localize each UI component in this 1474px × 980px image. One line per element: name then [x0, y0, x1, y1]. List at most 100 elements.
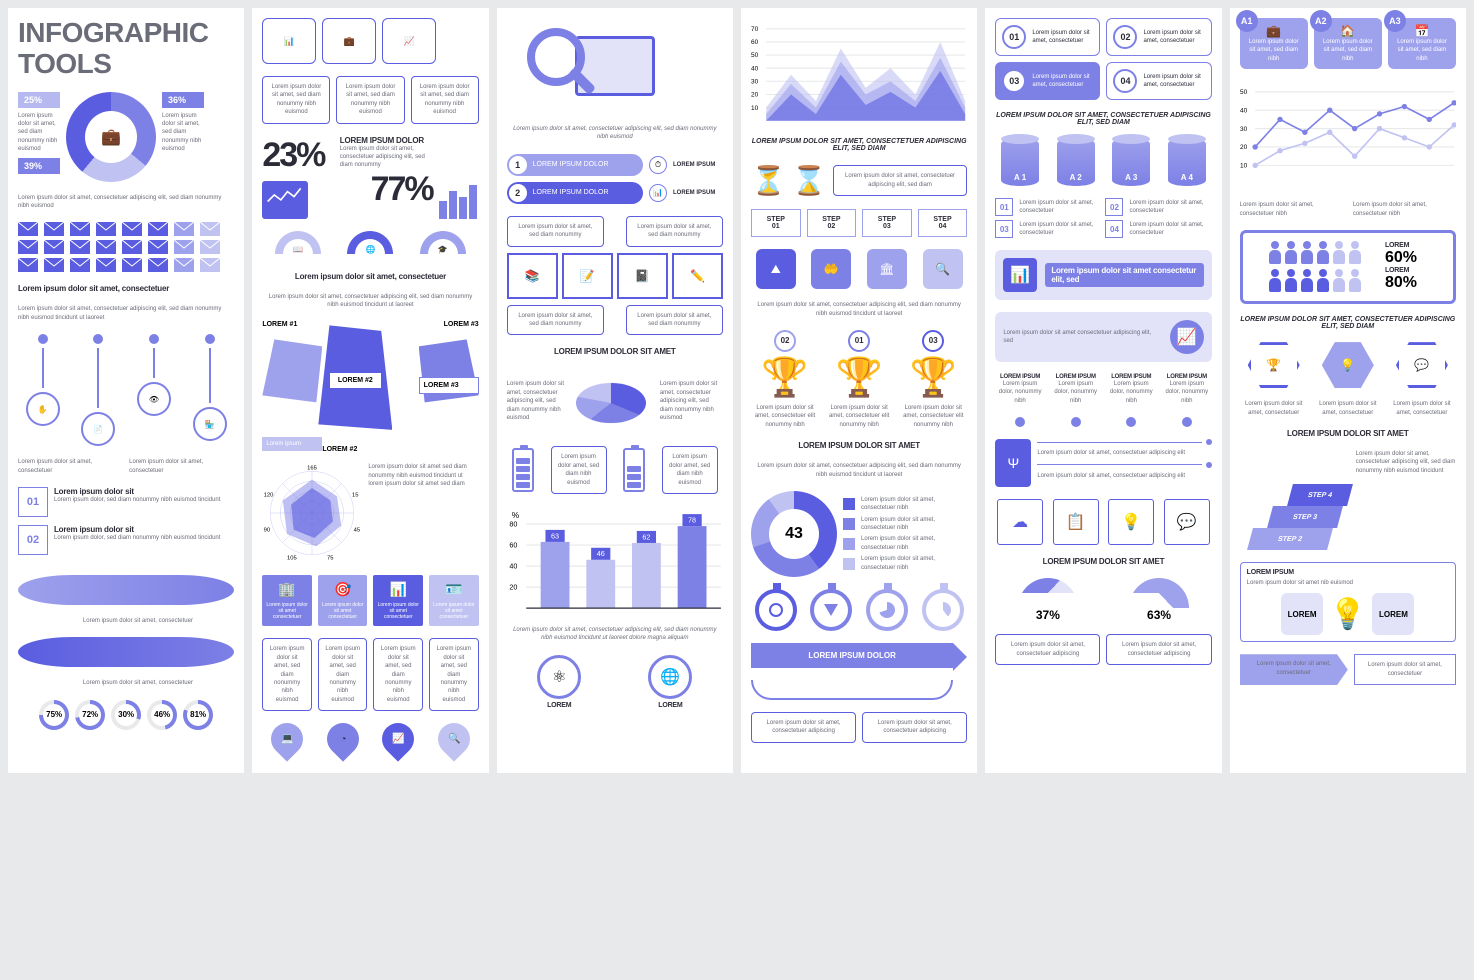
- ppl-p2: 80%: [1385, 274, 1445, 292]
- envelope-icon: [200, 222, 220, 236]
- donut-block: 25% Lorem ipsum dolor sit amet, sed diam…: [18, 92, 234, 182]
- marker-3: 📈: [382, 723, 414, 763]
- top-card: A1💼Lorem ipsum dolor sit amet, sed diam …: [1240, 18, 1308, 69]
- envelope-icon: [148, 258, 168, 272]
- arch-1: 📖: [275, 231, 321, 254]
- envelope-icon: [70, 222, 90, 236]
- ppl-p1: 60%: [1385, 249, 1445, 267]
- trophy-body: Lorem ipsum dolor sit amet, consectetuer…: [751, 404, 819, 429]
- envelope-icon: [18, 222, 38, 236]
- cylinder: A 3: [1112, 138, 1150, 186]
- bulb-block: LOREM IPSUM Lorem ipsum dolor sit amet n…: [1240, 562, 1456, 642]
- monitor-icon: [262, 181, 308, 219]
- svg-text:20: 20: [1240, 144, 1248, 151]
- stairs-body: Lorem ipsum dolor sit amet, consectetuer…: [1356, 450, 1456, 550]
- svg-text:15: 15: [352, 493, 358, 499]
- donut-label-25: 25%: [18, 92, 60, 108]
- ppl-l1: LOREM: [1385, 242, 1445, 249]
- num-box: 01: [18, 487, 48, 517]
- line-chart: 1020304050: [1240, 81, 1456, 189]
- usb-block: Ψ Lorem ipsum dolor sit amet, consectetu…: [995, 439, 1211, 487]
- envelope-icon: [122, 258, 142, 272]
- presentation-icon: 📊: [1003, 258, 1037, 292]
- laptop-frame: LOREM 60% LOREM 80%: [1240, 230, 1456, 304]
- num-title: Lorem ipsum dolor sit: [54, 525, 234, 534]
- poly-l2b: LOREM #2: [322, 446, 357, 453]
- icon-grid: ☁ 📋 💡 💬: [995, 499, 1211, 545]
- radar-block: 165 15 45 75 105 90 120 Lorem ipsum dolo…: [262, 463, 478, 563]
- usb-body-1: Lorem ipsum dolor sit amet, consectetuer…: [1037, 449, 1211, 457]
- envelope-icon: [70, 240, 90, 254]
- dot-1: ✋: [26, 334, 60, 446]
- marker-4: 🔍: [438, 723, 470, 763]
- num-box: 02: [18, 525, 48, 555]
- tab-1-b: Lorem ipsum dolor, nonummy nibh: [995, 380, 1045, 405]
- num-title: Lorem ipsum dolor sit: [54, 487, 234, 496]
- svg-text:165: 165: [307, 466, 317, 472]
- ppl-l2: LOREM: [1385, 267, 1445, 274]
- column-4: 10203040506070 LOREM IPSUM DOLOR SIT AME…: [741, 8, 977, 773]
- stopwatch-3: [866, 589, 908, 631]
- step-box: STEP04: [918, 209, 968, 237]
- quad-card: 02Lorem ipsum dolor sit amet, consectetu…: [1106, 18, 1211, 56]
- numtext: Lorem ipsum dolor sit amet, consectetuer: [1019, 221, 1101, 238]
- eye-icon: 👁: [137, 382, 171, 416]
- poly-box-r: LOREM #3: [419, 377, 479, 394]
- big-pct-block: 23% LOREM IPSUM DOLOR Lorem ipsum dolor …: [262, 136, 478, 219]
- ring-chart: 43: [751, 491, 837, 577]
- trophy-row: 02🏆Lorem ipsum dolor sit amet, consectet…: [751, 330, 967, 429]
- envelope-icon: [70, 258, 90, 272]
- battery-2: [623, 448, 645, 492]
- banner-block-2: Lorem ipsum dolor sit amet consectetuer …: [995, 312, 1211, 362]
- top-card: A2🏠Lorem ipsum dolor sit amet, sed diam …: [1314, 18, 1382, 69]
- numbox: 03: [995, 220, 1013, 238]
- leg-1: Lorem ipsum dolor sit amet, consectetuer…: [861, 496, 967, 513]
- main-title: INFOGRAPHIC TOOLS: [18, 18, 234, 80]
- blob1-text: Lorem ipsum dolor sit amet, consectetuer: [83, 617, 234, 625]
- cloud-icon: ☁: [997, 499, 1043, 545]
- step-box: STEP03: [862, 209, 912, 237]
- top-card: A3📅Lorem ipsum dolor sit amet, sed diam …: [1388, 18, 1456, 69]
- column-3: Lorem ipsum dolor sit amet, consectetuer…: [497, 8, 733, 773]
- donut-text-r: Lorem ipsum dolor sit amet, sed diam non…: [162, 112, 204, 154]
- svg-text:45: 45: [354, 528, 360, 534]
- svg-text:62: 62: [642, 532, 650, 541]
- area-title: LOREM IPSUM DOLOR SIT AMET, CONSECTETUER…: [751, 138, 967, 152]
- dot-3: 👁: [137, 334, 171, 446]
- envelope-icon: [122, 240, 142, 254]
- pct-23: 23%: [262, 136, 333, 175]
- envelope-icon: [96, 258, 116, 272]
- donut-chart: 💼: [66, 92, 156, 182]
- env-title: Lorem ipsum dolor sit amet, consectetuer: [18, 284, 234, 293]
- numbered-list: 01 Lorem ipsum dolor sit Lorem ipsum dolor…: [18, 487, 234, 563]
- ring-pct: 46%: [147, 700, 177, 730]
- pill-2: 2LOREM IPSUM DOLOR: [507, 182, 643, 204]
- bn1-title: Lorem ipsum dolor sit amet consectetur e…: [1045, 263, 1203, 287]
- svg-text:20: 20: [509, 582, 517, 591]
- step-icons: ⛰ 🤲 🏛 🔍: [751, 249, 967, 289]
- lightbulb-icon: 💡: [1329, 597, 1366, 632]
- batt-b1: Lorem ipsum dolor amet, sed diam nibh eu…: [551, 446, 607, 494]
- bulb-body: Lorem ipsum dolor sit amet nib euismod: [1247, 579, 1449, 587]
- person-icon: [1348, 241, 1362, 265]
- blob2-text: Lorem ipsum dolor sit amet, consectetuer: [83, 679, 234, 687]
- svg-text:30: 30: [751, 79, 759, 86]
- envelopes-grid: [18, 222, 234, 272]
- briefcase-icon: 💼: [85, 111, 137, 163]
- numbox: 04: [1105, 220, 1123, 238]
- dots-body-r: Lorem ipsum dolor sit amet, consectetuer: [129, 458, 234, 475]
- donut-caption: Lorem ipsum dolor sit amet, consectetuer…: [18, 194, 234, 211]
- chart-icon: 📊: [262, 18, 316, 64]
- usb-icon: Ψ: [995, 439, 1031, 487]
- radar-body: Lorem ipsum dolor sit amet sed diam nonu…: [368, 463, 478, 563]
- hb3: Lorem ipsum dolor sit amet, consectetuer: [1388, 400, 1456, 417]
- stairs-graphic: STEP 2 STEP 3 STEP 4: [1240, 450, 1350, 550]
- svg-text:60: 60: [509, 540, 517, 549]
- bar-chart: %2040608063466278: [507, 506, 723, 614]
- poly-l1: LOREM #1: [262, 321, 297, 328]
- search-dollar-icon: 🔍: [923, 249, 963, 289]
- hero-graphic: [507, 18, 723, 113]
- hand-icon: 🤲: [811, 249, 851, 289]
- dotline-row: ✋ 📄 👁 🏪: [18, 334, 234, 446]
- bulb-side-l: LOREM: [1281, 593, 1323, 635]
